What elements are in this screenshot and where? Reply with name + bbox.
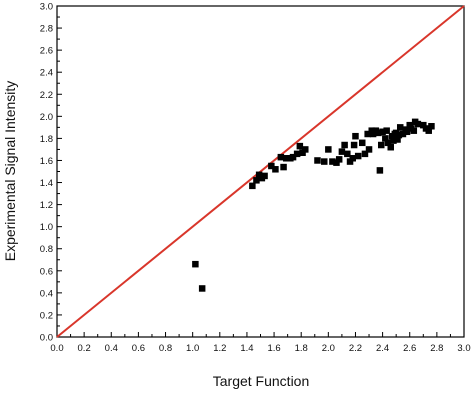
data-point [289,153,297,161]
data-point [346,158,354,165]
data-point [425,127,432,134]
x-tick-label: 2.6 [403,343,416,354]
data-point [354,152,362,160]
y-tick-label: 0.2 [40,310,53,321]
x-tick-label: 1.6 [267,343,280,354]
data-point [321,158,328,165]
data-point [349,155,357,162]
data-point [338,148,346,155]
data-point [341,141,348,149]
data-point [428,123,435,130]
data-point [395,131,403,139]
data-point [396,124,404,131]
y-tick-label: 1.6 [40,156,53,167]
data-point [359,139,366,147]
x-tick-label: 0.2 [78,343,91,354]
y-tick-label: 1.8 [40,134,53,145]
data-point [387,143,394,151]
data-point [414,120,422,128]
data-point [272,166,279,173]
data-point [280,163,287,171]
y-tick-label: 1.0 [40,222,53,233]
x-tick-label: 1.2 [213,343,226,354]
data-point [283,155,290,162]
data-point [352,132,359,140]
data-point [410,127,418,134]
data-point [198,285,206,292]
x-axis-title: Target Function [213,373,310,389]
y-axis-title: Experimental Signal Intensity [2,81,18,262]
data-point [390,137,397,144]
data-point [255,171,263,179]
data-point [314,157,321,164]
data-point [296,142,304,150]
data-point [261,172,268,180]
data-point [379,128,386,136]
data-point [333,159,340,166]
y-tick-label: 0.4 [40,288,53,299]
x-tick-label: 1.8 [295,343,308,354]
y-tick-label: 3.0 [40,2,53,13]
data-point [335,156,343,163]
data-point [325,146,332,153]
x-tick-label: 3.0 [457,343,470,354]
data-point [399,130,407,138]
y-tick-label: 0.8 [40,244,53,255]
y-tick-label: 2.2 [40,90,53,101]
data-point [361,150,369,158]
data-point [368,127,375,134]
data-point [377,141,385,149]
data-point [364,130,371,138]
y-tick-label: 0.6 [40,266,53,277]
x-tick-label: 0.8 [159,343,172,354]
y-tick-label: 2.0 [40,112,53,123]
y-tick-label: 1.2 [40,200,53,211]
y-tick-label: 2.4 [40,68,53,79]
data-point [268,162,275,170]
data-point [382,135,389,142]
x-tick-label: 1.0 [186,343,199,354]
data-point [299,149,306,156]
data-point [277,153,285,161]
data-point [344,150,351,158]
data-point [249,182,256,190]
data-point [365,146,373,153]
x-tick-label: 2.2 [349,343,362,354]
data-point [394,136,401,143]
y-tick-label: 2.8 [40,24,53,35]
y-tick-label: 2.6 [40,46,53,57]
x-tick-label: 0.0 [50,343,63,354]
x-tick-label: 0.6 [132,343,145,354]
data-point [192,260,199,268]
data-point [293,150,301,158]
data-point [350,141,358,149]
data-point [383,127,390,134]
x-tick-label: 2.8 [430,343,443,354]
data-point [376,167,384,174]
data-point [403,128,411,136]
x-tick-label: 1.4 [240,343,253,354]
data-point [253,177,260,184]
y-tick-label: 0.0 [40,333,53,344]
data-point [420,121,427,129]
data-point [302,146,309,153]
data-point [369,130,377,138]
data-point [329,158,336,165]
y-tick-label: 1.4 [40,178,53,189]
data-point [406,121,413,129]
x-tick-label: 2.4 [376,343,389,354]
x-tick-label: 0.4 [105,343,118,354]
data-point [384,139,392,147]
data-point [375,129,382,137]
x-tick-label: 2.0 [322,343,335,354]
reference-line [56,5,465,338]
